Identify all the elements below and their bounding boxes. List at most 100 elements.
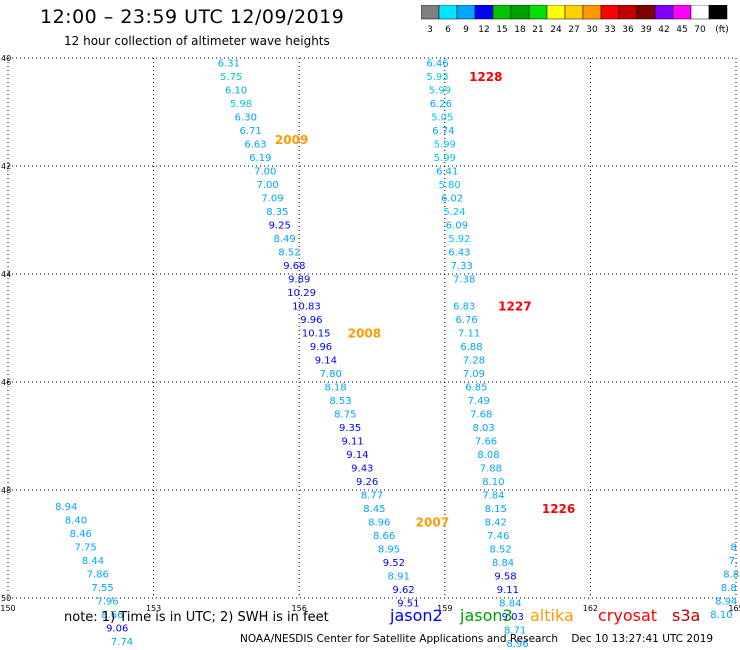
pass-time-label: 2007 (416, 515, 449, 529)
wave-height-value: 9.06 (106, 624, 128, 635)
wave-height-value: 7.09 (261, 193, 283, 204)
legend-item-altika: altika (530, 606, 574, 625)
wave-height-value: 8.96 (506, 639, 528, 650)
wave-height-value: 7.49 (468, 396, 490, 407)
wave-height-value: 5.92 (448, 234, 470, 245)
pass-time-label: 2008 (348, 326, 381, 340)
wave-height-value: 5.93 (426, 72, 448, 83)
wave-height-value: 8.42 (485, 517, 507, 528)
wave-height-value: 5.05 (431, 112, 453, 123)
scale-label: 6 (445, 25, 451, 35)
wave-height-value: 8.49 (274, 234, 296, 245)
wave-height-value: 6.26 (430, 99, 452, 110)
pass-time-label: 1228 (469, 70, 502, 84)
wave-height-value: 9.11 (341, 436, 363, 447)
wave-height-value: 9.14 (315, 355, 337, 366)
wave-height-value: 9.51 (397, 598, 419, 609)
wave-height-value: 8.15 (485, 504, 507, 515)
credit-line: NOAA/NESDIS Center for Satellite Applica… (240, 633, 714, 645)
wave-height-value: 5.98 (230, 99, 252, 110)
wave-height-value: 9.58 (494, 571, 516, 582)
wave-height-value: 5.99 (434, 153, 456, 164)
scale-label: 9 (463, 25, 469, 35)
y-tick-label: 48 (1, 486, 11, 495)
wave-height-value: 9.96 (310, 342, 332, 353)
y-tick-label: 50 (1, 594, 11, 603)
wave-height-value: 8.66 (101, 610, 123, 621)
legend-item-cryosat: cryosat (598, 606, 658, 625)
scale-label: 24 (550, 25, 562, 35)
y-tick-label: 44 (1, 270, 11, 279)
pass-time-label: 1226 (542, 502, 575, 516)
wave-height-value: 8.8 (723, 570, 739, 581)
wave-height-value: 9.52 (383, 558, 405, 569)
wave-height-value: 5.80 (439, 180, 461, 191)
wave-height-value: 8.40 (65, 516, 87, 527)
wave-height-value: 7.75 (75, 543, 97, 554)
scale-label: (ft) (715, 25, 729, 35)
wave-height-value: 8.75 (334, 409, 356, 420)
page-subtitle: 12 hour collection of altimeter wave hei… (64, 34, 330, 48)
legend-item-jason2: jason2 (390, 606, 443, 625)
wave-height-value: 8.18 (324, 382, 346, 393)
wave-height-value: 7.33 (451, 261, 473, 272)
wave-height-value: 5.99 (434, 139, 456, 150)
wave-height-value: 8.84 (492, 558, 514, 569)
wave-height-value: 8.10 (482, 477, 504, 488)
scale-label: 18 (514, 25, 526, 35)
wave-height-value: 7.86 (87, 570, 109, 581)
wave-height-color-scale: 3 6 9 12 15 18 21 24 27 30 33 36 39 42 45 70 (ft) (421, 5, 729, 35)
wave-height-value: 8.35 (266, 207, 288, 218)
wave-height-value: 7.96 (96, 597, 118, 608)
wave-height-value: 8.10 (710, 610, 732, 621)
wave-height-value: 6.09 (446, 220, 468, 231)
wave-height-value: 7.00 (254, 166, 276, 177)
wave-height-value: 5.24 (443, 207, 465, 218)
wave-height-value: 10.15 (302, 328, 331, 339)
y-tick-label: 40 (1, 54, 11, 63)
wave-height-value: 9.26 (356, 477, 378, 488)
pass-time-label: 1227 (498, 299, 531, 313)
wave-height-value: 7.84 (482, 490, 504, 501)
wave-height-value: 8.66 (373, 531, 395, 542)
wave-height-value: 9.96 (300, 315, 322, 326)
wave-height-value: 10.29 (287, 288, 316, 299)
scale-label: 45 (676, 25, 687, 35)
scale-label: 27 (568, 25, 579, 35)
wave-height-value: 8.71 (504, 625, 526, 636)
scale-swatch (708, 5, 728, 20)
y-tick-label: 42 (1, 162, 11, 171)
wave-height-value: 9.35 (339, 423, 361, 434)
wave-height-value: 6.41 (436, 166, 458, 177)
wave-height-value: 7.74 (111, 637, 133, 648)
scale-label: 21 (532, 25, 543, 35)
wave-height-value: 8.91 (388, 571, 410, 582)
wave-height-value: 9.14 (346, 450, 368, 461)
legend-item-s3a: s3a (672, 606, 701, 625)
wave-height-value: 8.46 (70, 529, 92, 540)
wave-height-value: 9.03 (502, 612, 524, 623)
wave-height-value: 7. (729, 556, 739, 567)
scale-label: 36 (622, 25, 634, 35)
y-tick-label: 46 (1, 378, 11, 387)
wave-height-value: 9.11 (497, 585, 519, 596)
scale-label: 70 (694, 25, 706, 35)
wave-height-value: 9.62 (392, 585, 414, 596)
wave-height-value: 8.84 (499, 598, 521, 609)
wave-height-value: 7.38 (453, 274, 475, 285)
scale-label: 30 (586, 25, 598, 35)
wave-height-value: 7.68 (470, 409, 492, 420)
wave-height-value: 6.63 (244, 139, 266, 150)
wave-height-value: 9.25 (269, 220, 291, 231)
wave-height-value: 8.8 (721, 583, 737, 594)
wave-height-value: 10.83 (292, 301, 321, 312)
x-tick-label: 156 (292, 604, 307, 613)
wave-height-value: 8.53 (329, 396, 351, 407)
wave-height-value: 6.83 (453, 301, 475, 312)
footer-note: note: 1) Time is in UTC; 2) SWH is in fe… (64, 610, 329, 625)
wave-height-value: 8.77 (361, 490, 383, 501)
wave-height-value: 8.94 (55, 502, 77, 513)
wave-height-value: 8.94 (715, 597, 737, 608)
scale-label: 3 (427, 25, 433, 35)
